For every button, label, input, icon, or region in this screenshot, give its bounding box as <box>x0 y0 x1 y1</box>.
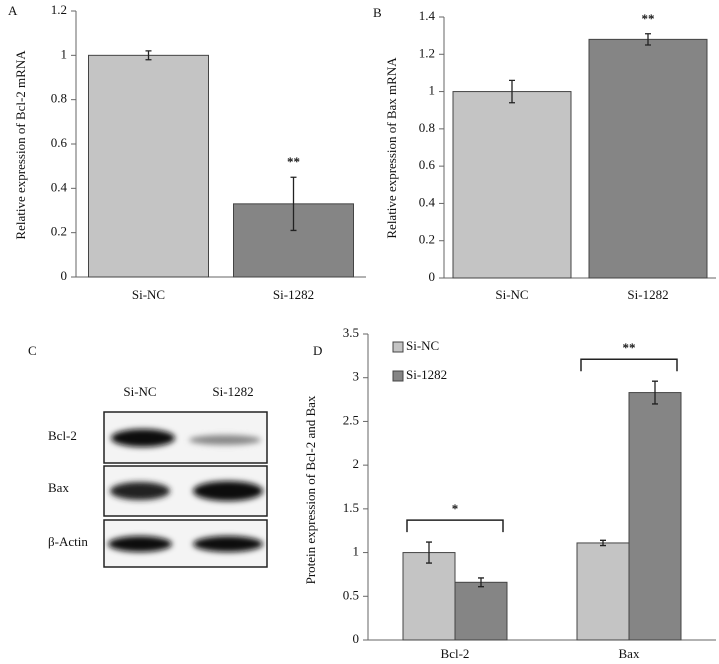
x-tick-label: Si-1282 <box>627 287 668 302</box>
panel-label: B <box>373 5 382 20</box>
y-tick-label: 0.8 <box>419 120 435 135</box>
y-tick-label: 0.5 <box>343 587 359 602</box>
y-tick-label: 0 <box>61 268 68 283</box>
bands <box>108 429 263 552</box>
legend-swatch <box>392 341 404 353</box>
y-tick-label: 0.4 <box>51 179 68 194</box>
bar <box>628 392 682 641</box>
protein-label: β-Actin <box>48 534 88 549</box>
y-axis-title: Relative expression of Bax mRNA <box>384 57 399 239</box>
y-axis-title: Relative expression of Bcl-2 mRNA <box>13 50 28 240</box>
significance: ** <box>287 154 300 169</box>
y-tick-label: 0.6 <box>419 157 436 172</box>
y-tick-label: 1.2 <box>419 45 435 60</box>
y-axis-title: Protein expression of Bcl-2 and Bax <box>303 395 318 584</box>
protein-label: Bcl-2 <box>48 428 77 443</box>
y-tick-label: 2 <box>353 456 360 471</box>
bar <box>454 581 508 641</box>
panel-label: C <box>28 343 37 358</box>
x-tick-label: Si-NC <box>495 287 528 302</box>
lane-label: Si-NC <box>123 384 156 399</box>
panel-label: D <box>313 343 322 358</box>
significance: * <box>452 501 459 516</box>
significance: ** <box>623 340 636 355</box>
y-tick-label: 1.5 <box>343 500 359 515</box>
y-tick-label: 0.8 <box>51 91 67 106</box>
error-bar <box>290 176 297 232</box>
significance: ** <box>642 11 655 26</box>
significance-bracket <box>406 519 504 533</box>
y-tick-label: 1.2 <box>51 2 67 17</box>
y-tick-label: 0.2 <box>419 232 435 247</box>
legend-swatch <box>392 370 404 382</box>
error-bar <box>509 79 515 104</box>
y-tick-label: 3.5 <box>343 325 359 340</box>
error-bar <box>600 539 606 547</box>
x-tick-label: Bcl-2 <box>441 646 470 661</box>
bar <box>452 91 572 279</box>
y-tick-label: 1 <box>353 544 360 559</box>
x-tick-label: Bax <box>619 646 640 661</box>
western-blot: C Si-NC Si-1282 Bcl-2 Bax β-Actin <box>28 343 268 568</box>
legend-label: Si-1282 <box>406 367 447 382</box>
y-tick-label: 0.2 <box>51 224 67 239</box>
y-tick-label: 1 <box>61 46 68 61</box>
significance-bracket <box>580 358 678 372</box>
y-tick-label: 1.4 <box>419 8 436 23</box>
error-bar <box>145 50 152 61</box>
y-tick-label: 0.6 <box>51 135 68 150</box>
y-tick-label: 3 <box>353 369 360 384</box>
y-tick-label: 2.5 <box>343 412 359 427</box>
x-tick-label: Si-NC <box>132 287 165 302</box>
y-tick-label: 0.4 <box>419 194 436 209</box>
lane-label: Si-1282 <box>212 384 253 399</box>
error-bar <box>478 577 484 588</box>
y-tick-label: 0 <box>353 631 360 646</box>
bar <box>402 552 456 641</box>
error-bar <box>645 33 651 46</box>
protein-label: Bax <box>48 480 69 495</box>
error-bar <box>426 541 432 564</box>
y-tick-label: 0 <box>429 269 436 284</box>
panel-label: A <box>8 3 18 18</box>
x-tick-label: Si-1282 <box>273 287 314 302</box>
error-bar <box>652 380 658 405</box>
bar <box>88 54 209 278</box>
y-tick-label: 1 <box>429 83 436 98</box>
legend-label: Si-NC <box>406 338 439 353</box>
bar <box>588 38 708 279</box>
bar <box>576 542 630 641</box>
